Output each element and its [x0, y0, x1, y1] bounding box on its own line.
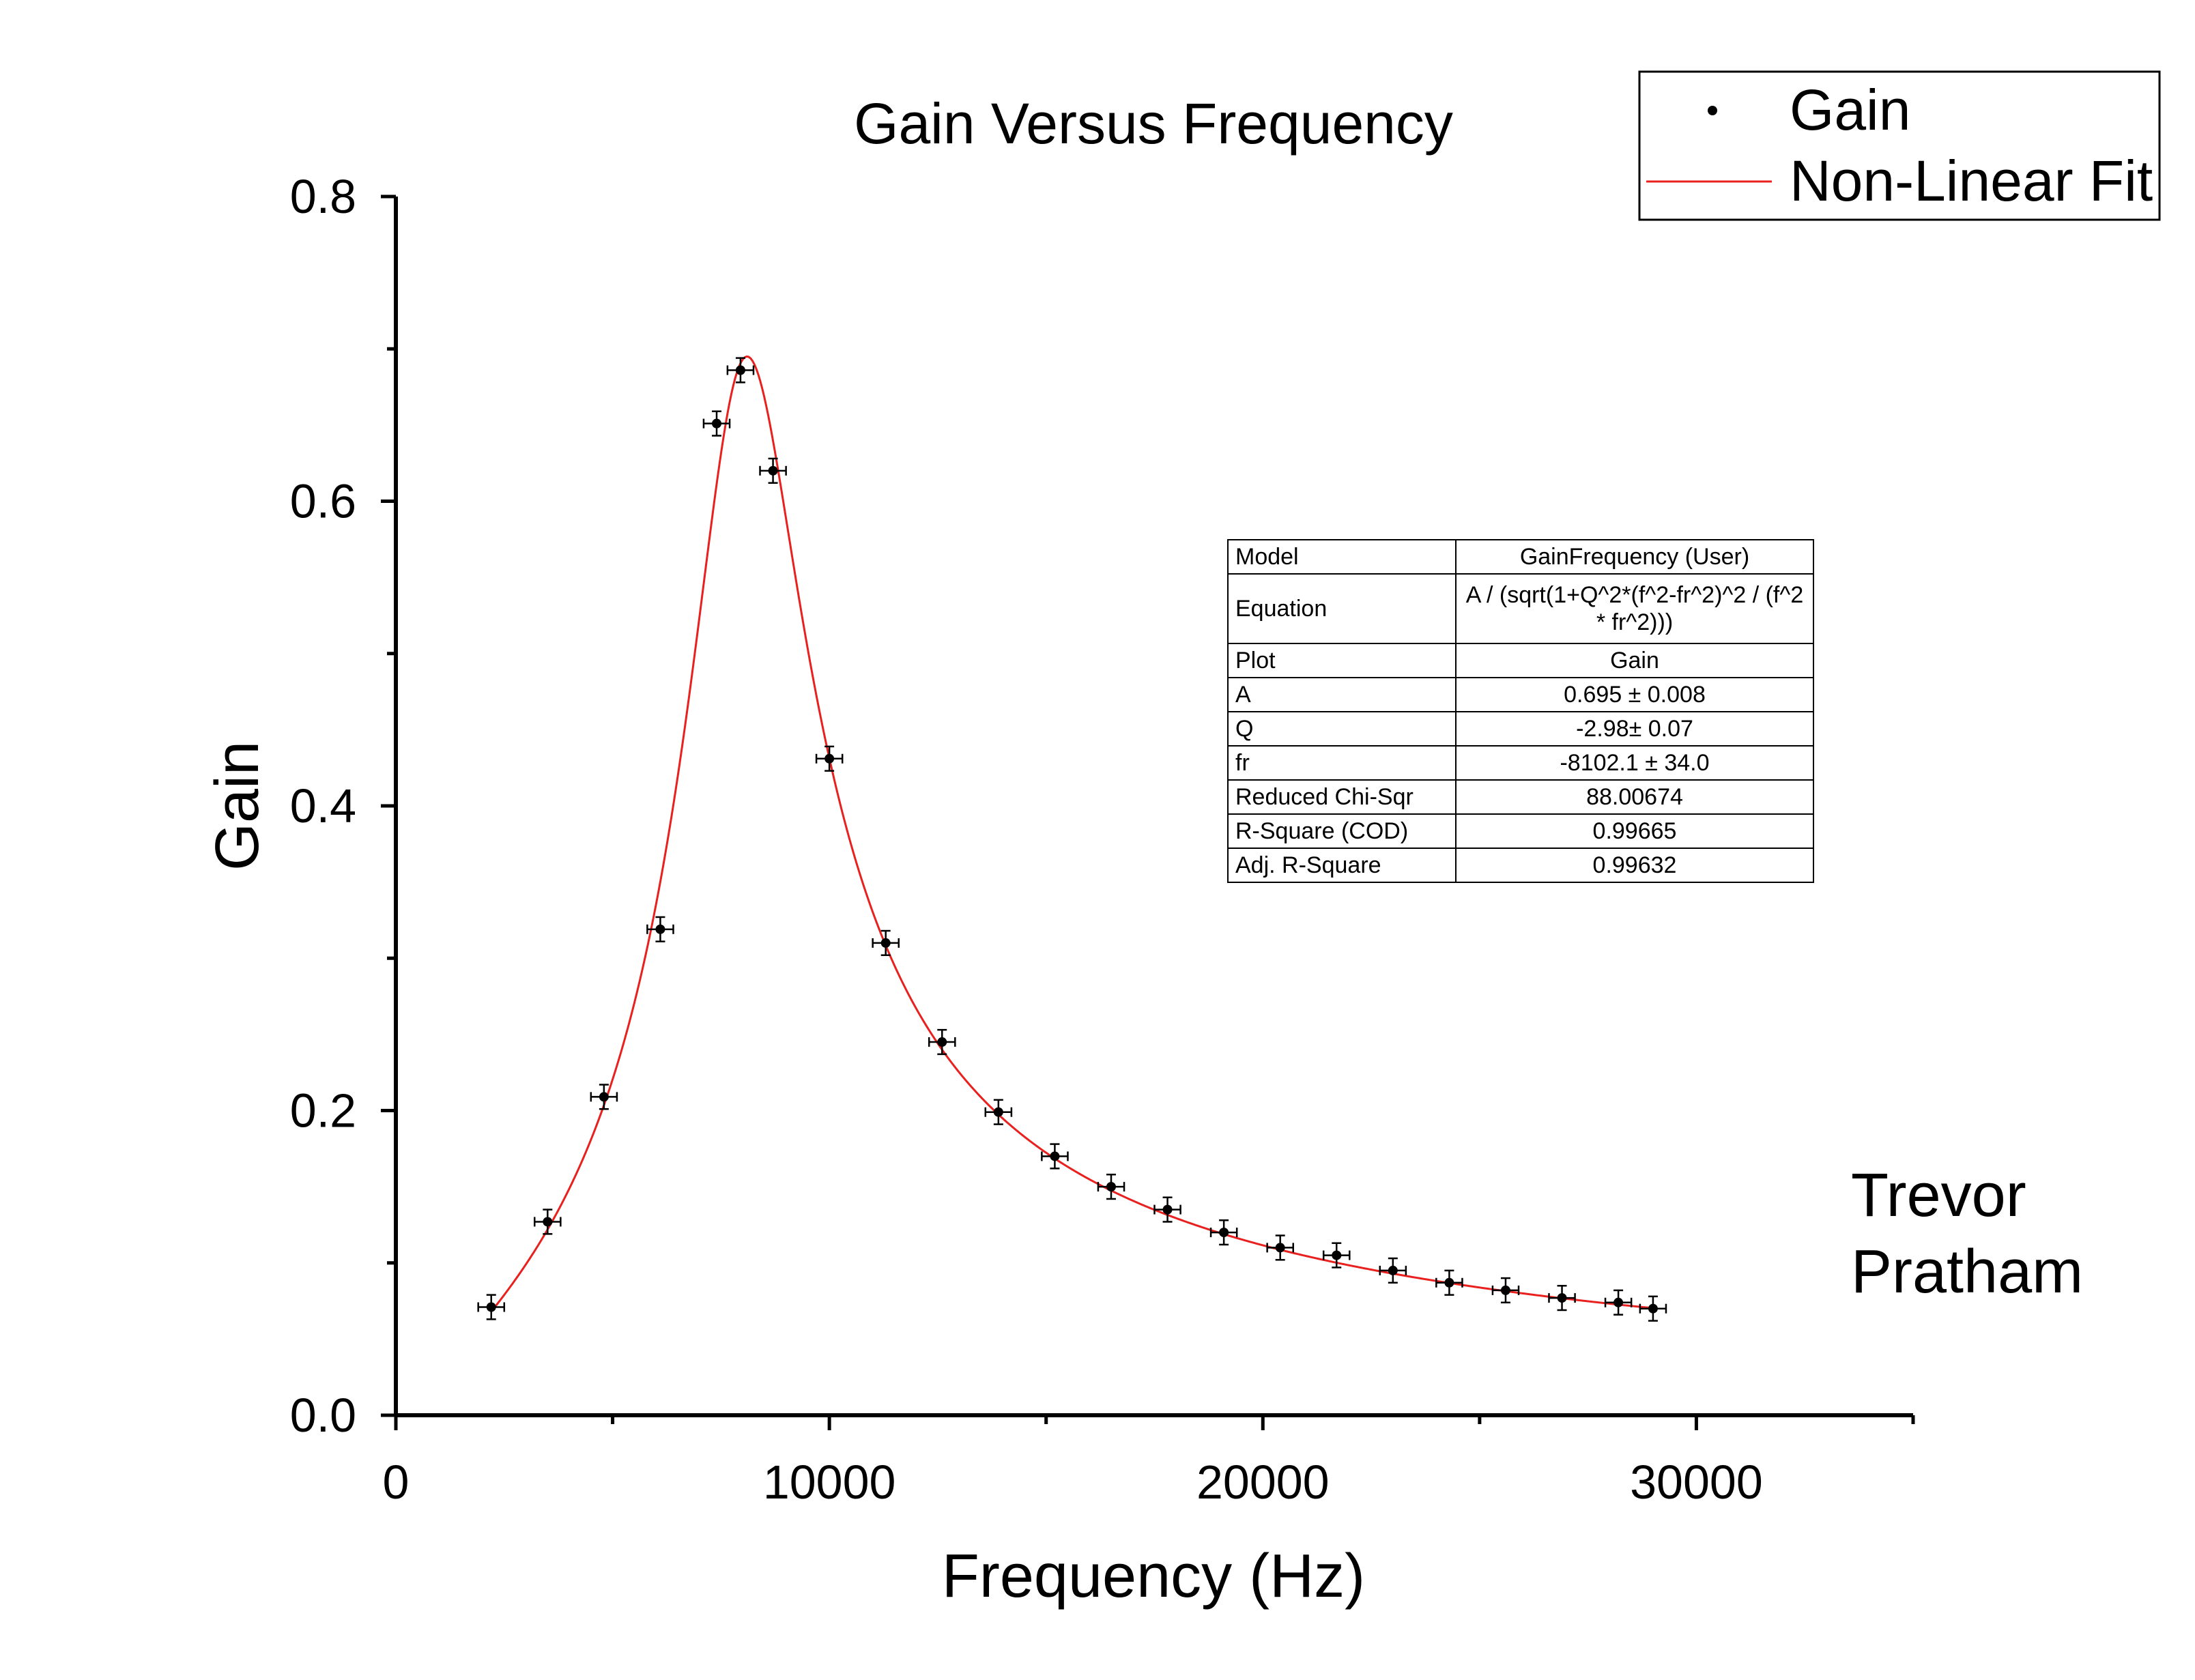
- y-tick-label: 0.4: [290, 779, 356, 832]
- fit-table-value: Gain: [1455, 643, 1814, 678]
- fit-table-row: Reduced Chi-Sqr 88.00674: [1227, 779, 1814, 815]
- data-point: [928, 1028, 956, 1056]
- fit-table-key: R-Square (COD): [1227, 813, 1457, 849]
- x-tick-label: 30000: [1630, 1455, 1763, 1509]
- fit-table-row: R-Square (COD) 0.99665: [1227, 813, 1814, 849]
- data-point-marker: [1388, 1265, 1398, 1275]
- data-point: [1604, 1289, 1633, 1316]
- data-point-marker: [1648, 1303, 1658, 1314]
- data-point: [1379, 1257, 1407, 1284]
- data-point-marker: [543, 1217, 553, 1227]
- legend: Gain Non-Linear Fit: [1638, 70, 2161, 221]
- x-ticks: 0 10000 20000 30000: [383, 1415, 1915, 1509]
- data-point: [1322, 1242, 1351, 1269]
- legend-label-gain: Gain: [1790, 78, 1910, 142]
- data-point-marker: [880, 938, 891, 948]
- y-tick-label: 0.8: [290, 170, 356, 223]
- fit-table-row: Equation A / (sqrt(1+Q^2*(f^2-fr^2)^2 / (…: [1227, 573, 1814, 644]
- data-point-marker: [1332, 1250, 1342, 1260]
- fit-table-value: 0.695 ± 0.008: [1455, 677, 1814, 712]
- fit-table-value: 0.99632: [1455, 848, 1814, 883]
- data-point: [533, 1208, 562, 1235]
- data-point-marker: [655, 924, 665, 934]
- data-point: [590, 1084, 618, 1110]
- fit-table-row: Q -2.98± 0.07: [1227, 711, 1814, 747]
- data-point-marker: [937, 1037, 947, 1047]
- fit-table-key: Adj. R-Square: [1227, 848, 1457, 883]
- author-name-pratham: Pratham: [1851, 1238, 2083, 1306]
- data-point-marker: [1219, 1228, 1229, 1238]
- y-tick-label: 0.2: [290, 1084, 356, 1138]
- data-point-marker: [824, 753, 835, 764]
- data-point-marker: [486, 1302, 496, 1312]
- data-point-marker: [1275, 1243, 1285, 1253]
- data-point: [1435, 1269, 1463, 1296]
- fit-table-row: Adj. R-Square 0.99632: [1227, 848, 1814, 883]
- fit-table-row: Plot Gain: [1227, 643, 1814, 678]
- data-point-marker: [993, 1107, 1003, 1117]
- fit-table-key: A: [1227, 677, 1457, 712]
- data-point-marker: [1050, 1151, 1060, 1161]
- legend-marker-gain: [1708, 106, 1717, 115]
- y-ticks: 0.0 0.2 0.4 0.6 0.8: [290, 170, 396, 1442]
- fit-table-value: A / (sqrt(1+Q^2*(f^2-fr^2)^2 / (f^2 * fr…: [1455, 573, 1814, 644]
- fit-parameters-table: Model GainFrequency (User) Equation A / (sq…: [1227, 539, 1814, 883]
- x-tick-label: 0: [383, 1455, 410, 1509]
- data-point: [815, 745, 844, 772]
- data-point: [646, 916, 674, 942]
- fit-table-value: 0.99665: [1455, 813, 1814, 849]
- fit-table-key: Plot: [1227, 643, 1457, 678]
- data-point-marker: [1444, 1277, 1454, 1288]
- author-name-trevor: Trevor: [1851, 1161, 2026, 1230]
- legend-box: [1638, 70, 2161, 221]
- data-point: [726, 357, 755, 383]
- fit-curve: [490, 355, 1654, 1313]
- data-point-marker: [735, 365, 745, 375]
- data-point: [1041, 1143, 1069, 1170]
- data-point-marker: [1500, 1285, 1510, 1295]
- data-point-marker: [712, 418, 722, 429]
- y-axis-title: Gain: [203, 741, 272, 871]
- y-tick-label: 0.6: [290, 475, 356, 528]
- fit-table-key: Equation: [1227, 573, 1457, 644]
- data-point: [759, 457, 787, 484]
- fit-table-key: Reduced Chi-Sqr: [1227, 779, 1457, 815]
- data-point: [1639, 1295, 1667, 1322]
- data-point: [872, 929, 900, 957]
- x-tick-label: 10000: [763, 1455, 896, 1509]
- fit-table-key: fr: [1227, 745, 1457, 781]
- fit-table-key: Model: [1227, 539, 1457, 575]
- fit-table-value: -8102.1 ± 34.0: [1455, 745, 1814, 781]
- chart-title: Gain Versus Frequency: [854, 91, 1453, 156]
- data-point-marker: [1162, 1204, 1173, 1215]
- fit-table-row: A 0.695 ± 0.008: [1227, 677, 1814, 712]
- data-point: [1491, 1277, 1520, 1304]
- data-point-marker: [1557, 1293, 1567, 1303]
- x-axis-title: Frequency (Hz): [942, 1542, 1365, 1610]
- fit-table-value: 88.00674: [1455, 779, 1814, 815]
- data-point: [984, 1099, 1013, 1125]
- fit-table-value: GainFrequency (User): [1455, 539, 1814, 575]
- data-point-marker: [768, 465, 778, 476]
- legend-label-fit: Non-Linear Fit: [1790, 149, 2153, 213]
- fit-table-row: fr -8102.1 ± 34.0: [1227, 745, 1814, 781]
- fit-table-key: Q: [1227, 711, 1457, 747]
- data-point: [1097, 1174, 1125, 1200]
- data-point-marker: [1613, 1297, 1624, 1307]
- fit-table-value: -2.98± 0.07: [1455, 711, 1814, 747]
- data-point: [1548, 1284, 1576, 1312]
- data-point: [1153, 1196, 1181, 1223]
- data-point: [477, 1294, 506, 1320]
- x-tick-label: 20000: [1196, 1455, 1330, 1509]
- data-point: [1266, 1234, 1294, 1261]
- data-points: [477, 357, 1667, 1322]
- fit-table-row: Model GainFrequency (User): [1227, 539, 1814, 575]
- data-point-marker: [599, 1092, 609, 1102]
- y-tick-label: 0.0: [290, 1389, 356, 1442]
- data-point: [702, 410, 731, 437]
- data-point: [1209, 1219, 1238, 1246]
- data-point-marker: [1106, 1182, 1116, 1192]
